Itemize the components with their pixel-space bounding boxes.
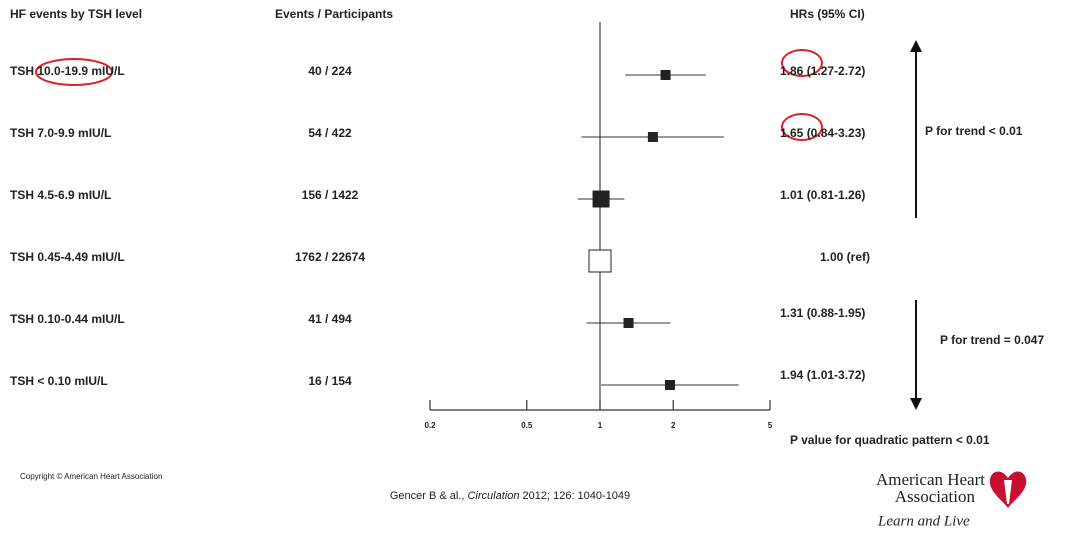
page: HF events by TSH level Events / Particip…	[0, 0, 1070, 533]
hr-square	[593, 191, 609, 207]
x-tick-label: 0.2	[424, 421, 436, 430]
label-header: HF events by TSH level	[10, 7, 142, 21]
row-label: TSH 4.5-6.9 mIU/L	[10, 188, 111, 202]
citation-suffix: 2012; 126: 1040-1049	[519, 490, 630, 502]
hr-label: 1.94 (1.01-3.72)	[780, 368, 865, 382]
row-label: TSH 7.0-9.9 mIU/L	[10, 126, 111, 140]
logo-text: Association	[895, 487, 976, 506]
citation: Gencer B & al., Circulation 2012; 126: 1…	[390, 490, 630, 502]
hr-label: 1.65 (0.84-3.23)	[780, 126, 865, 140]
x-tick-label: 0.5	[521, 421, 533, 430]
row-label: TSH 0.10-0.44 mIU/L	[10, 312, 125, 326]
x-tick-label: 2	[671, 421, 676, 430]
row-label: TSH 0.45-4.49 mIU/L	[10, 250, 125, 264]
events-label: 41 / 494	[308, 312, 352, 326]
events-label: 16 / 154	[308, 374, 352, 388]
hr-label: 1.00 (ref)	[820, 250, 870, 264]
hr-square	[665, 381, 674, 390]
hr-square	[624, 319, 633, 328]
x-tick-label: 5	[768, 421, 773, 430]
logo-tagline: Learn and Live	[877, 513, 970, 529]
events-header: Events / Participants	[275, 7, 393, 21]
arrow-head	[910, 40, 922, 52]
hr-square	[589, 250, 611, 272]
row-label: TSH < 0.10 mIU/L	[10, 374, 108, 388]
events-label: 40 / 224	[308, 64, 352, 78]
annotation: P value for quadratic pattern < 0.01	[790, 433, 990, 447]
copyright: Copyright © American Heart Association	[20, 472, 162, 481]
hr-square	[661, 71, 670, 80]
annotation: P for trend = 0.047	[940, 333, 1044, 347]
chart: HF events by TSH level Events / Particip…	[0, 0, 1070, 533]
events-label: 54 / 422	[308, 126, 352, 140]
events-label: 1762 / 22674	[295, 250, 365, 264]
events-label: 156 / 1422	[302, 188, 359, 202]
arrow-head	[910, 398, 922, 410]
hr-square	[648, 133, 657, 142]
hr-header: HRs (95% CI)	[790, 7, 865, 21]
annotation: P for trend < 0.01	[925, 124, 1023, 138]
citation-prefix: Gencer B & al.,	[390, 490, 468, 502]
x-tick-label: 1	[598, 421, 603, 430]
citation-journal: Circulation	[467, 490, 519, 502]
hr-label: 1.86 (1.27-2.72)	[780, 64, 865, 78]
row-label: TSH 10.0-19.9 mIU/L	[10, 64, 125, 78]
hr-label: 1.01 (0.81-1.26)	[780, 188, 865, 202]
hr-label: 1.31 (0.88-1.95)	[780, 306, 865, 320]
